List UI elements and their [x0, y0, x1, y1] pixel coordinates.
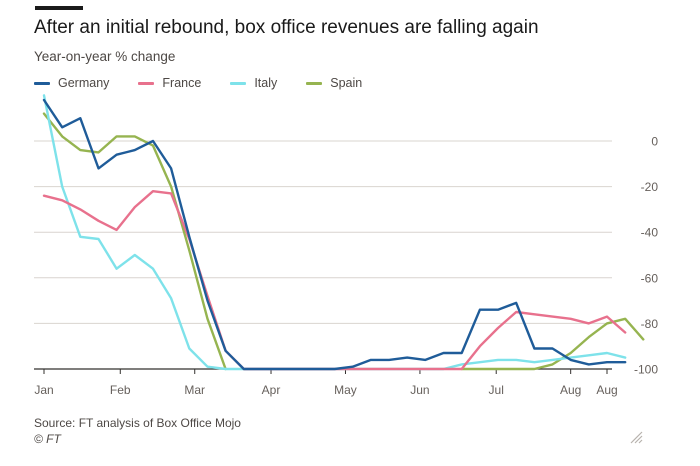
series-line-germany	[42, 98, 627, 371]
y-tick-label: -100	[634, 363, 658, 377]
chart-title: After an initial rebound, box office rev…	[34, 17, 539, 38]
x-tick-label: Aug	[560, 383, 581, 397]
legend-label: Spain	[330, 76, 363, 90]
series-line-spain	[42, 112, 645, 371]
x-tick-label: Jul	[489, 383, 504, 397]
x-tick-label: May	[334, 383, 357, 397]
x-tick-label: Jun	[410, 383, 429, 397]
y-tick-label: -80	[641, 317, 659, 331]
legend-item-germany: Germany	[34, 76, 109, 90]
y-tick-label: 0	[651, 135, 658, 149]
resize-grip-icon	[630, 431, 643, 444]
x-tick-label: Jan	[34, 383, 53, 397]
legend-swatch	[138, 81, 155, 85]
chart-subtitle: Year-on-year % change	[34, 49, 176, 64]
legend-swatch	[230, 81, 247, 85]
legend-item-france: France	[138, 76, 201, 90]
x-tick-label: Aug	[596, 383, 617, 397]
legend-label: Germany	[58, 76, 110, 90]
legend-item-spain: Spain	[306, 76, 362, 90]
y-tick-label: -40	[641, 226, 659, 240]
legend-swatch	[306, 81, 323, 85]
legend-item-italy: Italy	[230, 76, 277, 90]
y-tick-label: -20	[641, 180, 659, 194]
ft-accent-bar	[35, 6, 83, 10]
x-tick-label: Mar	[184, 383, 205, 397]
copyright-note: © FT	[34, 432, 61, 446]
x-tick-label: Feb	[110, 383, 131, 397]
y-tick-label: -60	[641, 271, 659, 285]
source-note: Source: FT analysis of Box Office Mojo	[34, 416, 241, 430]
legend-label: Italy	[254, 76, 278, 90]
legend-label: France	[162, 76, 202, 90]
chart-legend: Germany France Italy Spain	[34, 76, 391, 90]
series-line-france	[42, 190, 627, 371]
legend-swatch	[34, 81, 50, 85]
x-tick-label: Apr	[262, 383, 281, 397]
